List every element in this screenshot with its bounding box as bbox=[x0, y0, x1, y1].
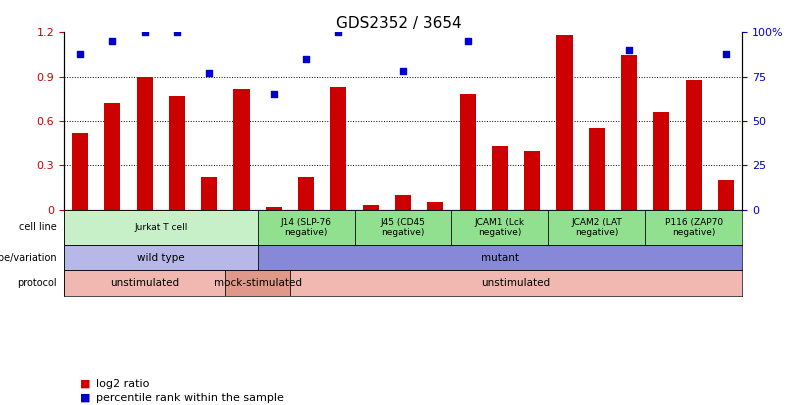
Y-axis label: genotype/variation: genotype/variation bbox=[0, 253, 57, 263]
Point bbox=[558, 2, 571, 9]
Y-axis label: protocol: protocol bbox=[18, 278, 57, 288]
Bar bbox=[492, 146, 508, 210]
Bar bbox=[225, 271, 290, 296]
Text: wild type: wild type bbox=[137, 253, 184, 263]
Text: P116 (ZAP70
negative): P116 (ZAP70 negative) bbox=[665, 217, 723, 237]
Bar bbox=[105, 103, 120, 210]
Bar bbox=[685, 80, 701, 210]
Y-axis label: cell line: cell line bbox=[19, 222, 57, 232]
Point bbox=[203, 70, 215, 77]
Bar bbox=[136, 77, 152, 210]
Text: Jurkat T cell: Jurkat T cell bbox=[134, 223, 188, 232]
Text: J45 (CD45
negative): J45 (CD45 negative) bbox=[381, 217, 425, 237]
Bar bbox=[556, 35, 572, 210]
Text: JCAM1 (Lck
negative): JCAM1 (Lck negative) bbox=[475, 217, 525, 237]
Point bbox=[655, 20, 668, 27]
Bar bbox=[452, 210, 548, 245]
Bar bbox=[258, 210, 354, 245]
Text: JCAM2 (LAT
negative): JCAM2 (LAT negative) bbox=[571, 217, 622, 237]
Bar bbox=[354, 210, 452, 245]
Point bbox=[73, 50, 86, 57]
Bar bbox=[64, 210, 258, 245]
Point bbox=[267, 91, 280, 98]
Bar bbox=[169, 96, 185, 210]
Text: mutant: mutant bbox=[481, 253, 519, 263]
Bar bbox=[646, 210, 742, 245]
Bar bbox=[64, 245, 258, 271]
Point bbox=[106, 38, 119, 45]
Point bbox=[687, 8, 700, 14]
Bar bbox=[290, 271, 742, 296]
Text: log2 ratio: log2 ratio bbox=[96, 379, 149, 389]
Bar bbox=[621, 55, 637, 210]
Bar bbox=[330, 87, 346, 210]
Bar bbox=[718, 180, 734, 210]
Point bbox=[138, 29, 151, 36]
Bar bbox=[427, 202, 444, 210]
Point bbox=[332, 29, 345, 36]
Text: percentile rank within the sample: percentile rank within the sample bbox=[96, 393, 283, 403]
Text: ■: ■ bbox=[80, 379, 90, 389]
Point bbox=[622, 47, 635, 53]
Point bbox=[461, 38, 474, 45]
Bar bbox=[201, 177, 217, 210]
Bar bbox=[266, 207, 282, 210]
Bar bbox=[72, 133, 88, 210]
Text: unstimulated: unstimulated bbox=[110, 278, 180, 288]
Text: ■: ■ bbox=[80, 393, 90, 403]
Text: unstimulated: unstimulated bbox=[481, 278, 551, 288]
Bar bbox=[654, 112, 670, 210]
Bar bbox=[298, 177, 314, 210]
Point bbox=[235, 15, 248, 21]
Point bbox=[720, 50, 733, 57]
Point bbox=[300, 56, 313, 62]
Bar bbox=[460, 94, 476, 210]
Bar bbox=[233, 89, 250, 210]
Point bbox=[171, 29, 184, 36]
Bar bbox=[258, 245, 742, 271]
Bar bbox=[64, 271, 225, 296]
Bar bbox=[589, 128, 605, 210]
Bar bbox=[524, 151, 540, 210]
Bar bbox=[395, 195, 411, 210]
Text: GDS2352 / 3654: GDS2352 / 3654 bbox=[336, 16, 462, 31]
Text: J14 (SLP-76
negative): J14 (SLP-76 negative) bbox=[281, 217, 332, 237]
Bar bbox=[362, 205, 379, 210]
Bar bbox=[548, 210, 646, 245]
Point bbox=[397, 68, 409, 75]
Text: mock-stimulated: mock-stimulated bbox=[214, 278, 302, 288]
